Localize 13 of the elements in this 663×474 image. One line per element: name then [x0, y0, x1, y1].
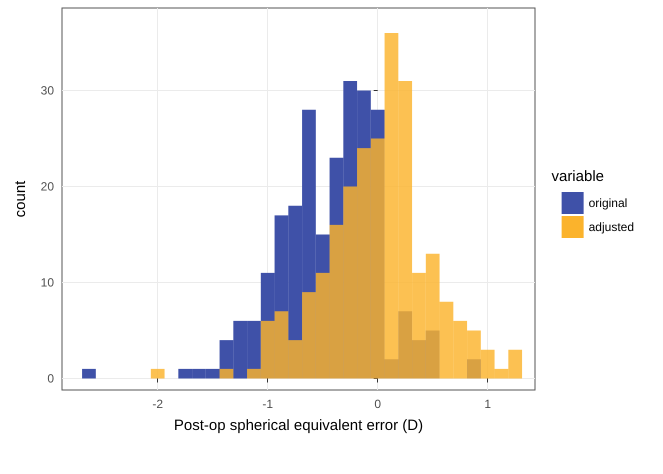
- y-tick-label: 20: [40, 180, 54, 194]
- legend-title: variable: [551, 168, 604, 185]
- x-tick-label: 0: [374, 397, 382, 411]
- y-tick-label: 30: [40, 84, 54, 98]
- y-axis-title: count: [12, 180, 29, 218]
- legend-label: adjusted: [588, 220, 634, 234]
- legend-label: original: [588, 196, 628, 210]
- y-tick-label: 0: [47, 371, 54, 386]
- x-tick-label: -2: [152, 397, 164, 411]
- x-tick-label: 1: [484, 397, 492, 411]
- x-tick-label: -1: [262, 397, 274, 411]
- x-axis-title: Post-op spherical equivalent error (D): [174, 417, 424, 434]
- y-tick-label: 10: [40, 276, 54, 290]
